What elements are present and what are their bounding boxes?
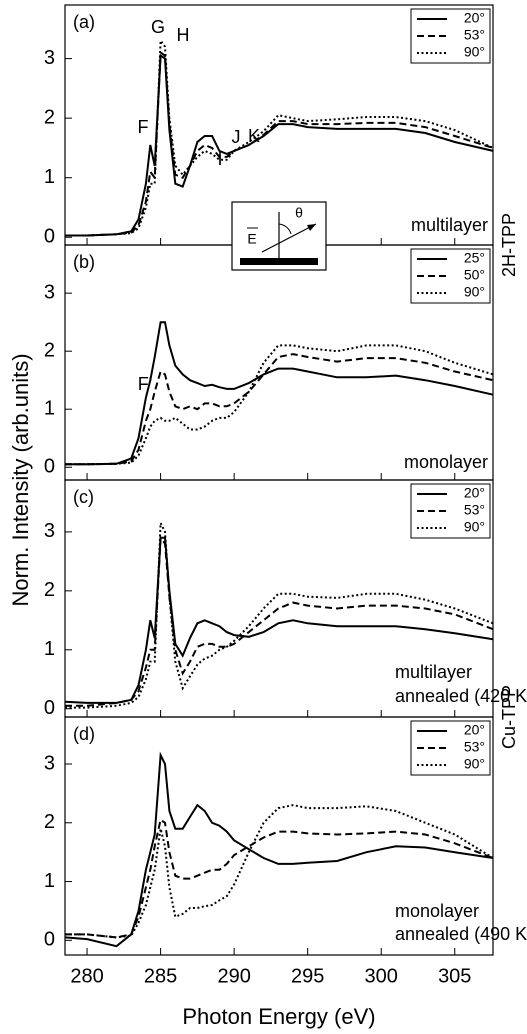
y-tick-label: 2: [44, 339, 55, 361]
peak-label: K: [248, 126, 260, 146]
y-tick-label: 2: [44, 579, 55, 601]
peak-label: H: [177, 25, 190, 45]
y-tick-label: 3: [44, 47, 55, 69]
series-line: [65, 522, 494, 709]
legend-label: 90°: [464, 44, 485, 60]
x-tick-label: 280: [70, 965, 103, 987]
sample-label: multilayer: [411, 215, 488, 235]
sample-label: annealed (490 K): [395, 924, 527, 944]
inset-vector: [261, 223, 317, 253]
y-tick-label: 1: [44, 870, 55, 892]
legend-label: 20°: [464, 485, 485, 501]
y-tick-label: 0: [44, 456, 55, 478]
side-label: Cu-TPP: [499, 685, 519, 749]
series-line: [64, 751, 494, 948]
peak-label: G: [151, 17, 165, 37]
peak-label: F': [138, 374, 152, 394]
y-tick-label: 1: [44, 166, 55, 188]
x-tick-label: 300: [365, 965, 398, 987]
series-line: [65, 818, 494, 939]
peak-label: I: [217, 149, 222, 169]
legend-label: 25°: [464, 250, 485, 266]
legend-label: 53°: [464, 739, 485, 755]
sample-label: multilayer: [395, 662, 472, 682]
peak-label: F: [138, 117, 149, 137]
x-tick-label: 290: [217, 965, 250, 987]
series-line: [65, 353, 494, 466]
y-tick-label: 0: [44, 929, 55, 951]
x-axis-label: Photon Energy (eV): [182, 1004, 375, 1029]
y-tick-label: 0: [44, 697, 55, 719]
y-tick-label: 3: [44, 520, 55, 542]
y-tick-label: 1: [44, 397, 55, 419]
inset-arrowhead: [307, 224, 316, 231]
x-tick-label: 285: [144, 965, 177, 987]
inset-substrate: [240, 258, 318, 265]
series-line: [65, 321, 494, 466]
legend-label: 90°: [464, 756, 485, 772]
plot-frame: [64, 716, 494, 956]
y-tick-label: 2: [44, 106, 55, 128]
y-tick-label: 1: [44, 638, 55, 660]
panel-label: (d): [73, 724, 95, 744]
panel-label: (b): [73, 252, 95, 272]
legend-label: 50°: [464, 267, 485, 283]
y-tick-label: 3: [44, 281, 55, 303]
legend-label: 53°: [464, 27, 485, 43]
legend-label: 53°: [464, 502, 485, 518]
panel-label: (c): [73, 487, 94, 507]
peak-label: J: [232, 127, 241, 147]
y-tick-label: 0: [44, 226, 55, 248]
panel-label: (a): [73, 12, 95, 32]
x-tick-label: 305: [438, 965, 471, 987]
sample-label: annealed (420 K): [395, 686, 527, 706]
inset: Eθ: [231, 201, 327, 271]
series-line: [65, 53, 494, 237]
legend-label: 20°: [464, 10, 485, 26]
series-line: [65, 50, 494, 237]
y-axis-label: Norm. Intensity (arb.units): [8, 353, 33, 606]
series-line: [65, 534, 494, 707]
side-label: 2H-TPP: [499, 213, 519, 277]
inset-angle: θ: [295, 205, 303, 221]
legend-label: 20°: [464, 722, 485, 738]
sample-label: monolayer: [395, 901, 479, 921]
inset-field: E: [247, 231, 256, 247]
x-tick-label: 295: [291, 965, 324, 987]
series-line: [65, 344, 494, 466]
series-line: [64, 536, 494, 704]
legend-label: 90°: [464, 284, 485, 300]
y-tick-label: 2: [44, 811, 55, 833]
sample-label: monolayer: [404, 452, 488, 472]
y-tick-label: 3: [44, 752, 55, 774]
inset-arc: [278, 223, 292, 235]
series-line: [65, 804, 494, 939]
legend-label: 90°: [464, 519, 485, 535]
